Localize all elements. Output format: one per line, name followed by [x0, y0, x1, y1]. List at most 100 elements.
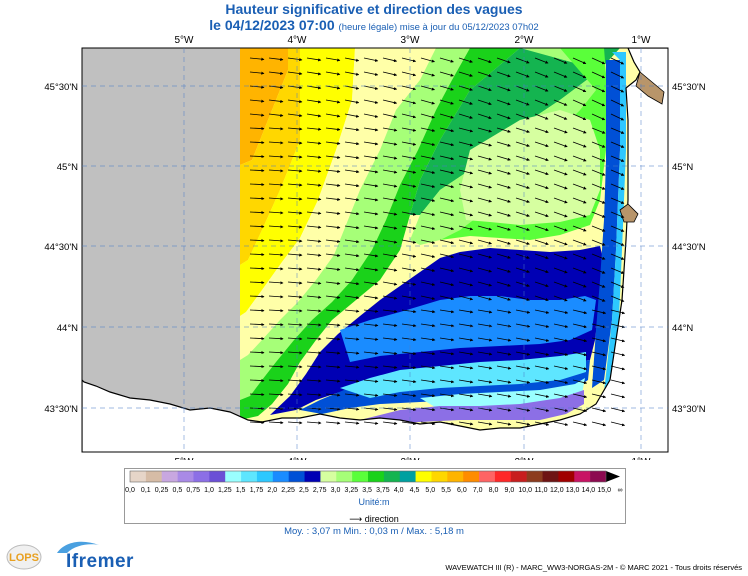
- direction-arrow: [534, 393, 550, 398]
- direction-arrow: [420, 113, 436, 119]
- direction-arrow: [382, 239, 398, 244]
- direction-arrow: [344, 71, 360, 76]
- direction-arrow: [401, 295, 417, 300]
- direction-arrow: [287, 337, 303, 341]
- direction-arrow: [382, 267, 398, 272]
- lat-label-45-right: 45°N: [672, 162, 693, 173]
- direction-arrow: [401, 267, 417, 272]
- colorbar-tick-label: 0,0: [125, 487, 135, 494]
- legend-direction: ⟶ direction: [0, 514, 748, 525]
- direction-arrow: [363, 323, 379, 327]
- colorbar-swatch: [510, 471, 527, 482]
- direction-arrow: [458, 365, 474, 370]
- direction-arrow: [268, 253, 284, 257]
- direction-arrow: [496, 323, 512, 328]
- direction-arrow: [401, 211, 417, 216]
- direction-arrow: [420, 225, 436, 230]
- direction-arrow: [591, 253, 606, 260]
- direction-arrow: [439, 127, 455, 133]
- colorbar-swatch: [479, 471, 496, 482]
- direction-arrow: [439, 183, 455, 189]
- lat-label-44-right: 44°N: [672, 323, 693, 334]
- direction-arrow: [344, 267, 360, 272]
- colorbar-swatch: [145, 471, 163, 482]
- direction-arrow: [515, 183, 530, 189]
- lat-label-4530-left: 45°30'N: [44, 82, 78, 93]
- direction-arrow: [249, 182, 265, 187]
- direction-arrow: [306, 295, 322, 299]
- direction-arrow: [553, 323, 569, 328]
- direction-arrow: [401, 393, 417, 398]
- colorbar-swatch: [209, 471, 226, 482]
- direction-arrow: [306, 239, 322, 243]
- direction-arrow: [382, 127, 398, 132]
- colorbar-tick-label: 3,25: [344, 487, 358, 494]
- colorbar-tick-label: 5,0: [425, 487, 435, 494]
- direction-arrow: [344, 323, 360, 327]
- colorbar-tick-label: 5,5: [441, 487, 451, 494]
- colorbar-swatch: [399, 471, 416, 482]
- lon-labels-top: 5°W 4°W 3°W 2°W 1°W: [175, 35, 652, 46]
- direction-arrow: [439, 211, 455, 217]
- direction-arrow: [553, 239, 568, 246]
- colorbar-tick-label: 1,0: [204, 487, 214, 494]
- direction-arrow: [515, 211, 530, 217]
- band-yellow: [240, 48, 355, 316]
- direction-arrow: [496, 99, 511, 106]
- lon-label-3w-top: 3°W: [401, 35, 421, 46]
- direction-arrow: [496, 113, 511, 120]
- direction-arrow: [439, 71, 454, 77]
- direction-arrow: [287, 379, 303, 383]
- direction-arrow: [382, 295, 398, 300]
- direction-arrow: [344, 421, 360, 425]
- direction-arrow: [477, 141, 493, 147]
- direction-arrow: [458, 379, 474, 384]
- direction-arrow: [363, 253, 379, 258]
- direction-arrow: [572, 85, 587, 92]
- direction-arrow: [344, 169, 360, 174]
- direction-arrow: [344, 225, 360, 230]
- direction-arrow: [401, 365, 417, 370]
- lat-label-4330-right: 43°30'N: [672, 404, 706, 415]
- direction-arrow: [534, 141, 549, 148]
- direction-arrow: [458, 113, 473, 119]
- direction-arrow: [439, 155, 455, 161]
- lat-label-4430-left: 44°30'N: [44, 242, 78, 253]
- direction-arrow: [344, 155, 360, 160]
- direction-arrow: [496, 295, 511, 301]
- direction-arrow: [534, 407, 550, 412]
- direction-arrow: [401, 169, 417, 174]
- direction-arrow: [515, 267, 530, 273]
- direction-arrow: [477, 71, 492, 78]
- map-frame: [81, 47, 669, 453]
- direction-arrow: [363, 113, 379, 118]
- direction-arrow: [249, 266, 265, 271]
- direction-arrow: [287, 323, 303, 327]
- colorbar-swatch: [130, 471, 147, 482]
- colorbar-swatch: [590, 471, 607, 482]
- ifremer-wordmark: Ifremer: [66, 551, 134, 572]
- direction-arrow: [610, 253, 625, 260]
- direction-arrow: [534, 211, 549, 218]
- direction-arrow: [344, 281, 360, 286]
- direction-arrow: [344, 127, 360, 132]
- direction-arrow: [382, 57, 398, 63]
- colorbar-swatch: [241, 471, 258, 482]
- direction-arrow: [458, 239, 474, 245]
- direction-arrow: [401, 239, 417, 244]
- direction-arrow: [534, 421, 550, 426]
- lops-logo: LOPS: [6, 544, 42, 570]
- direction-arrow: [553, 169, 568, 176]
- direction-arrow: [553, 309, 569, 314]
- band-purple-coast: [360, 390, 584, 424]
- direction-arrow: [344, 99, 360, 104]
- direction-arrow: [439, 295, 455, 301]
- direction-arrow: [515, 421, 531, 426]
- direction-arrow: [610, 421, 626, 427]
- direction-arrow: [458, 225, 474, 231]
- direction-arrow: [287, 239, 303, 243]
- colorbar-tick-label: 12,0: [550, 487, 564, 494]
- lon-label-1w-bottom: 1°W: [632, 457, 652, 460]
- direction-arrow: [325, 239, 341, 243]
- direction-arrow: [344, 113, 360, 118]
